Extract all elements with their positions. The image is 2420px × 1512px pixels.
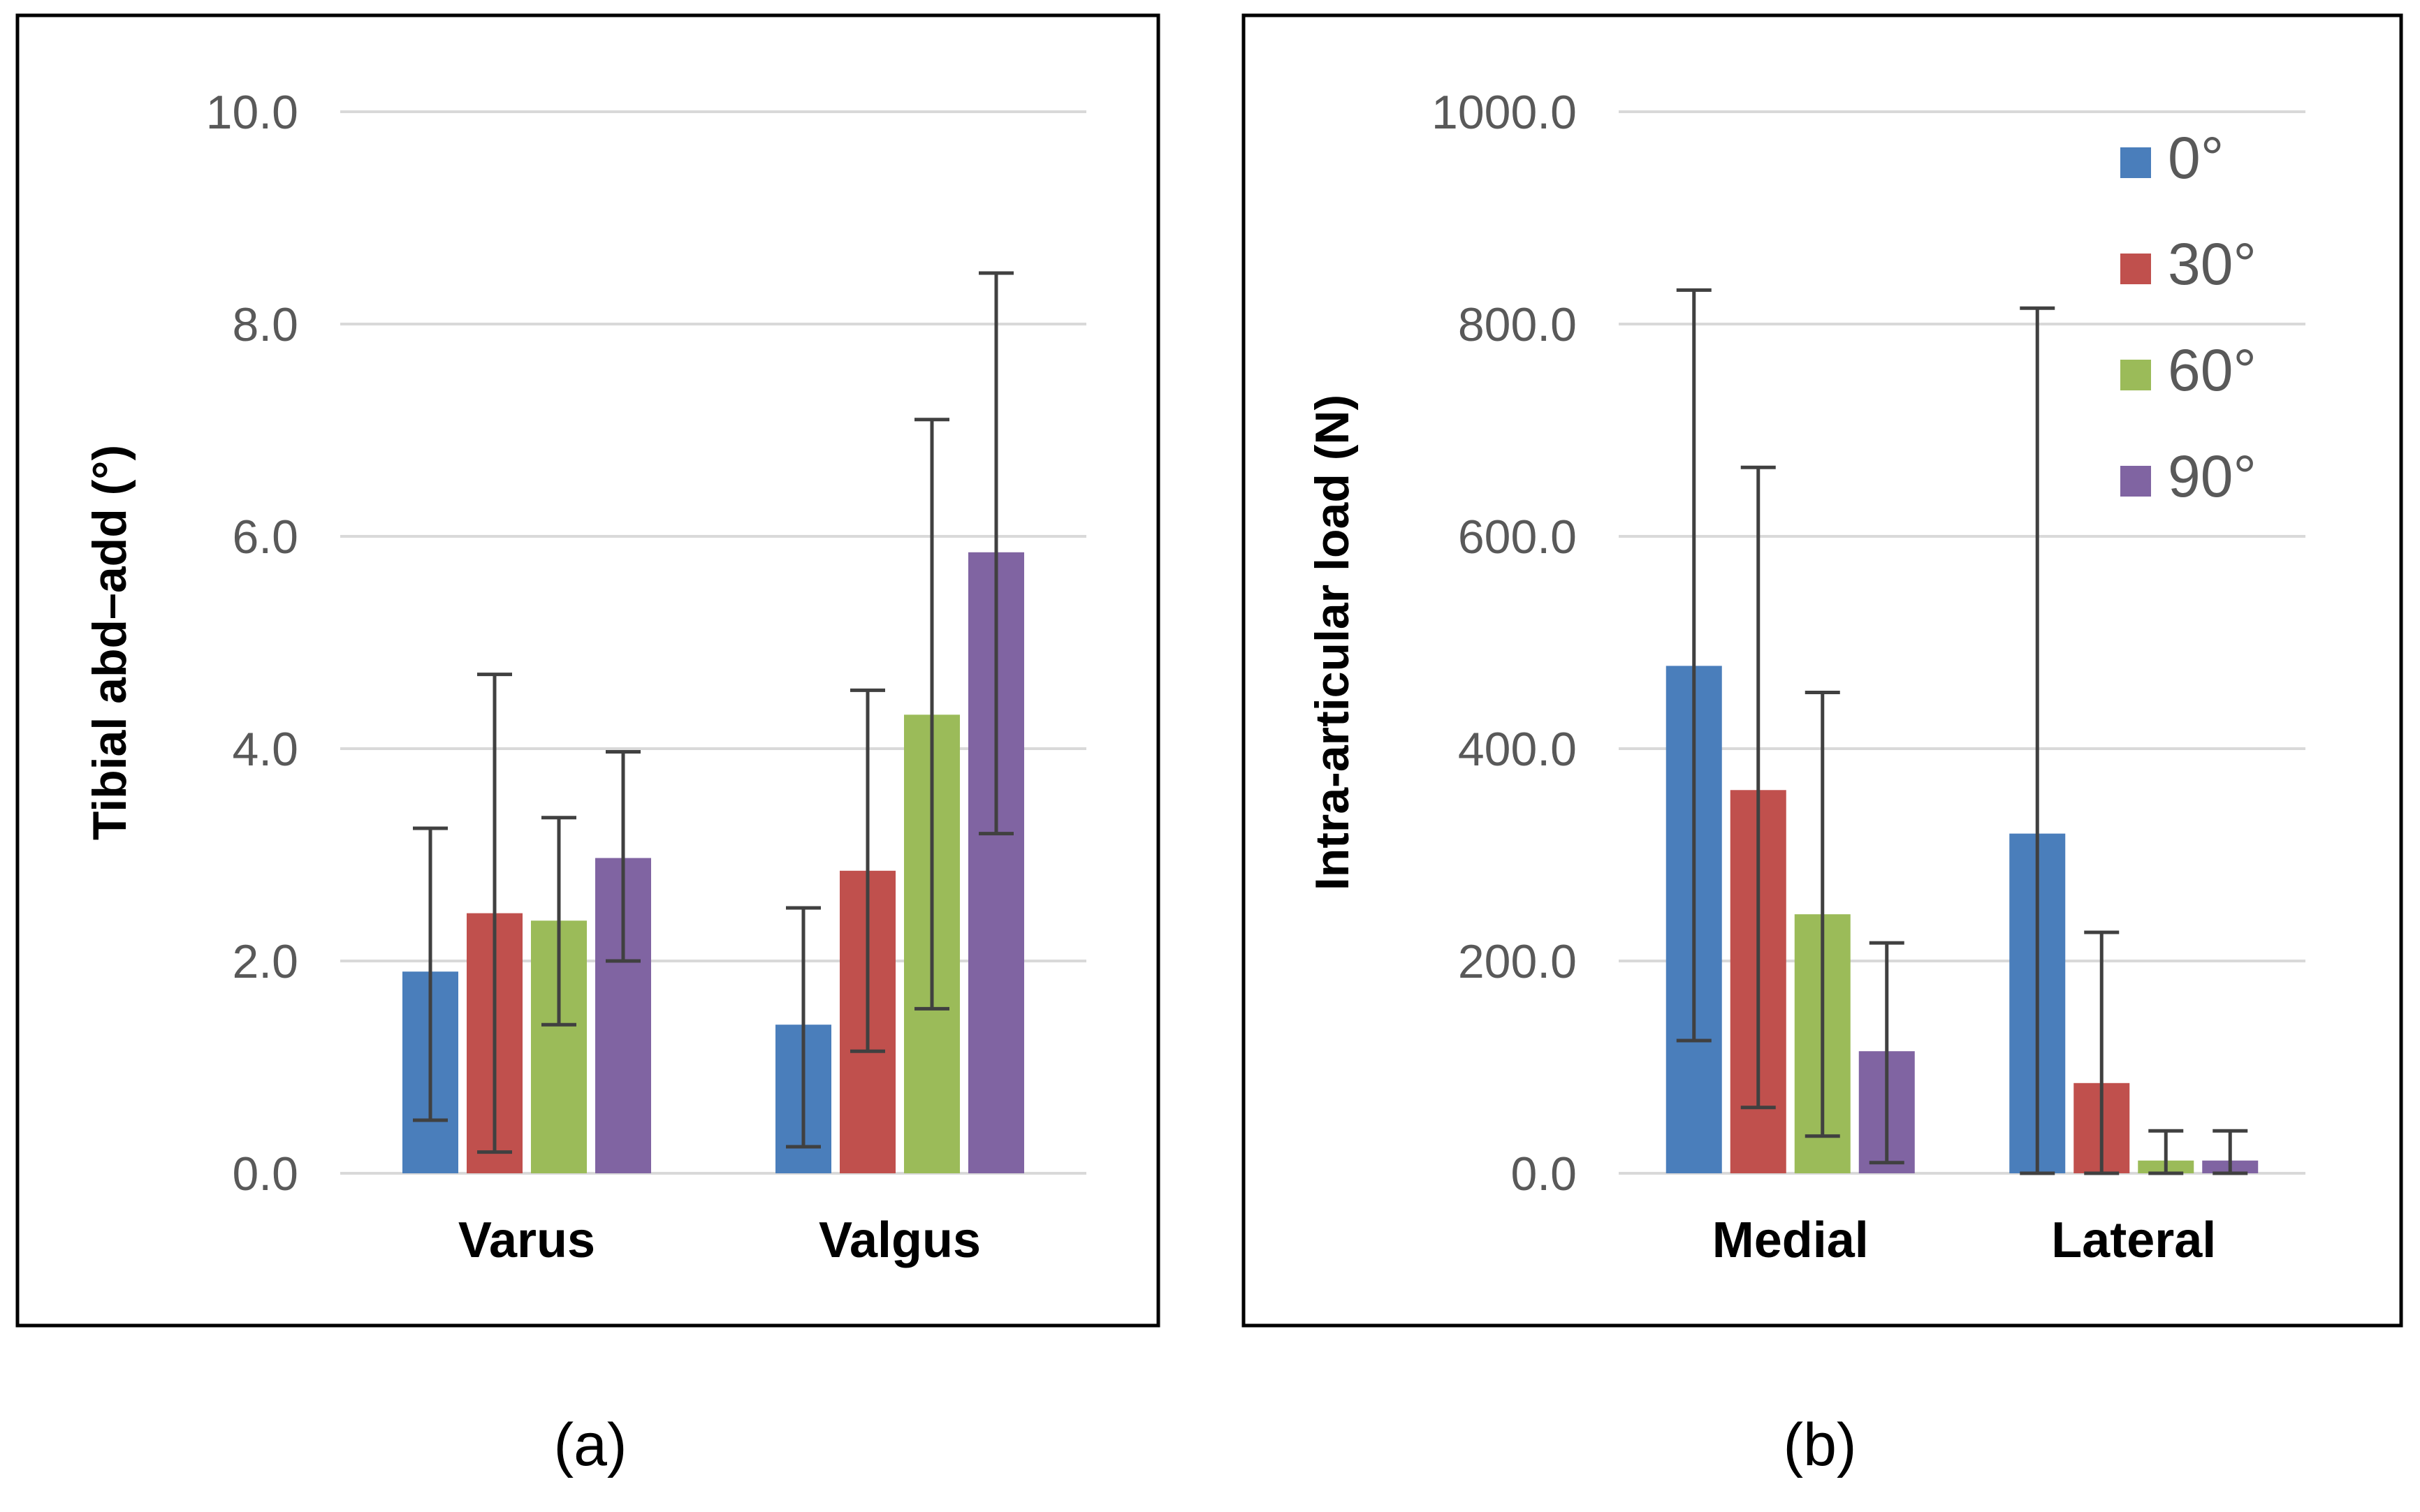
legend-swatch (2120, 360, 2151, 390)
x-category-label: Valgus (819, 1212, 981, 1268)
caption-a: (a) (553, 1411, 627, 1478)
caption-b: (b) (1783, 1411, 1857, 1478)
chart-frame (15, 13, 1160, 1328)
x-category-label: Lateral (2051, 1212, 2216, 1268)
y-tick-label: 0.0 (232, 1147, 298, 1201)
legend-label: 30° (2168, 231, 2257, 297)
x-category-label: Varus (458, 1212, 595, 1268)
y-tick-label: 0.0 (1510, 1147, 1577, 1201)
y-tick-label: 600.0 (1458, 511, 1577, 564)
legend-swatch (2120, 254, 2151, 284)
x-category-label: Medial (1712, 1212, 1869, 1268)
y-tick-label: 8.0 (232, 298, 298, 351)
y-tick-label: 800.0 (1458, 298, 1577, 351)
panel-a-chart: 0.0 2.0 4.0 6.0 8.0 10.0 Tibial abd–add (°) Var… (15, 13, 1160, 1328)
y-tick-label: 6.0 (232, 511, 298, 564)
legend-swatch (2120, 147, 2151, 178)
y-tick-label: 200.0 (1458, 935, 1577, 988)
legend-swatch (2120, 466, 2151, 497)
y-axis-label: Intra-articular load (N) (1306, 395, 1359, 890)
y-tick-label: 10.0 (206, 86, 298, 139)
y-axis-label: Tibial abd–add (°) (83, 445, 136, 840)
y-tick-label: 2.0 (232, 935, 298, 988)
chart-frame (1241, 13, 2403, 1328)
panel-b-chart: 0.0 200.0 400.0 600.0 800.0 1000.0 Intra-artic… (1241, 13, 2403, 1328)
y-tick-label: 4.0 (232, 723, 298, 776)
legend-label: 0° (2168, 125, 2224, 191)
legend-label: 90° (2168, 443, 2257, 509)
legend-label: 60° (2168, 337, 2257, 403)
y-tick-label: 1000.0 (1431, 86, 1577, 139)
y-tick-label: 400.0 (1458, 723, 1577, 776)
